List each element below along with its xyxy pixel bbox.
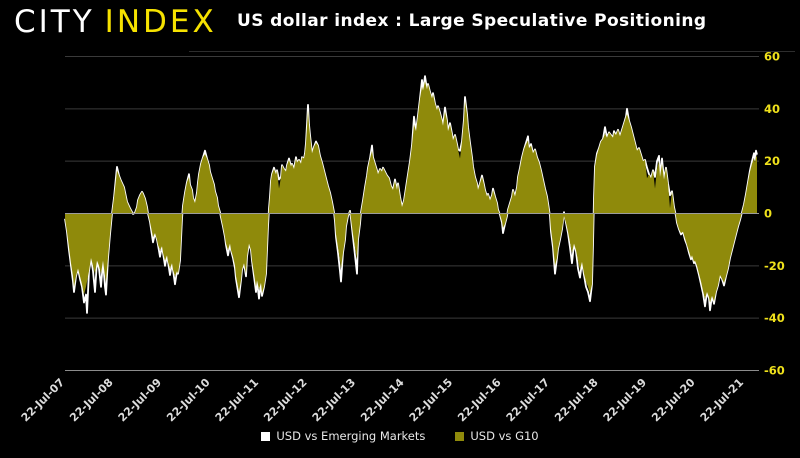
- x-tick-label-22-Jul-21: 22-Jul-21: [698, 376, 746, 424]
- logo-index-text: INDEX: [104, 4, 217, 40]
- x-tick-label-22-Jul-07: 22-Jul-07: [19, 376, 67, 424]
- y-tick-label--40: -40: [764, 311, 785, 325]
- x-axis-labels: 22-Jul-07 22-Jul-08 22-Jul-09 22-Jul-10 22-J…: [19, 376, 746, 425]
- x-tick-label-22-Jul-17: 22-Jul-17: [504, 376, 552, 424]
- x-tick-label-22-Jul-14: 22-Jul-14: [358, 376, 407, 425]
- g10-swatch-icon: [455, 431, 465, 441]
- legend-item-emerging-markets: USD vs Emerging Markets: [261, 429, 425, 443]
- city-index-logo: CITY INDEX: [14, 4, 217, 40]
- legend-label-g10: USD vs G10: [470, 429, 539, 443]
- y-tick-label-40: 40: [764, 102, 780, 116]
- chart-legend: USD vs Emerging Markets USD vs G10: [0, 429, 800, 443]
- y-tick-label-60: 60: [764, 49, 780, 63]
- legend-item-g10: USD vs G10: [455, 429, 539, 443]
- x-tick-label-22-Jul-16: 22-Jul-16: [455, 376, 504, 425]
- emerging-markets-swatch-icon: [261, 431, 271, 441]
- legend-label-emerging-markets: USD vs Emerging Markets: [276, 429, 426, 443]
- x-tick-label-22-Jul-20: 22-Jul-20: [649, 376, 698, 425]
- chart-series: [64, 75, 758, 314]
- y-tick-label-20: 20: [764, 154, 780, 168]
- x-tick-label-22-Jul-10: 22-Jul-10: [164, 376, 213, 425]
- logo-city-text: CITY: [14, 4, 95, 40]
- x-tick-label-22-Jul-12: 22-Jul-12: [261, 376, 309, 424]
- x-tick-label-22-Jul-18: 22-Jul-18: [552, 376, 600, 424]
- chart-title: US dollar index : Large Speculative Posi…: [237, 11, 707, 31]
- x-tick-label-22-Jul-19: 22-Jul-19: [601, 376, 649, 424]
- header-divider: [189, 51, 795, 52]
- x-tick-label-22-Jul-08: 22-Jul-08: [67, 376, 115, 424]
- y-axis-labels: 60 40 20 0 -20 -40 -60: [764, 49, 785, 377]
- usd-vs-g10-area: [65, 81, 757, 303]
- x-tick-label-22-Jul-09: 22-Jul-09: [116, 376, 164, 424]
- x-tick-label-22-Jul-15: 22-Jul-15: [407, 376, 455, 424]
- x-tick-label-22-Jul-11: 22-Jul-11: [213, 376, 261, 424]
- y-tick-label--20: -20: [764, 259, 785, 273]
- y-tick-label-0: 0: [764, 207, 772, 221]
- y-tick-label--60: -60: [764, 364, 785, 378]
- x-tick-label-22-Jul-13: 22-Jul-13: [310, 376, 358, 424]
